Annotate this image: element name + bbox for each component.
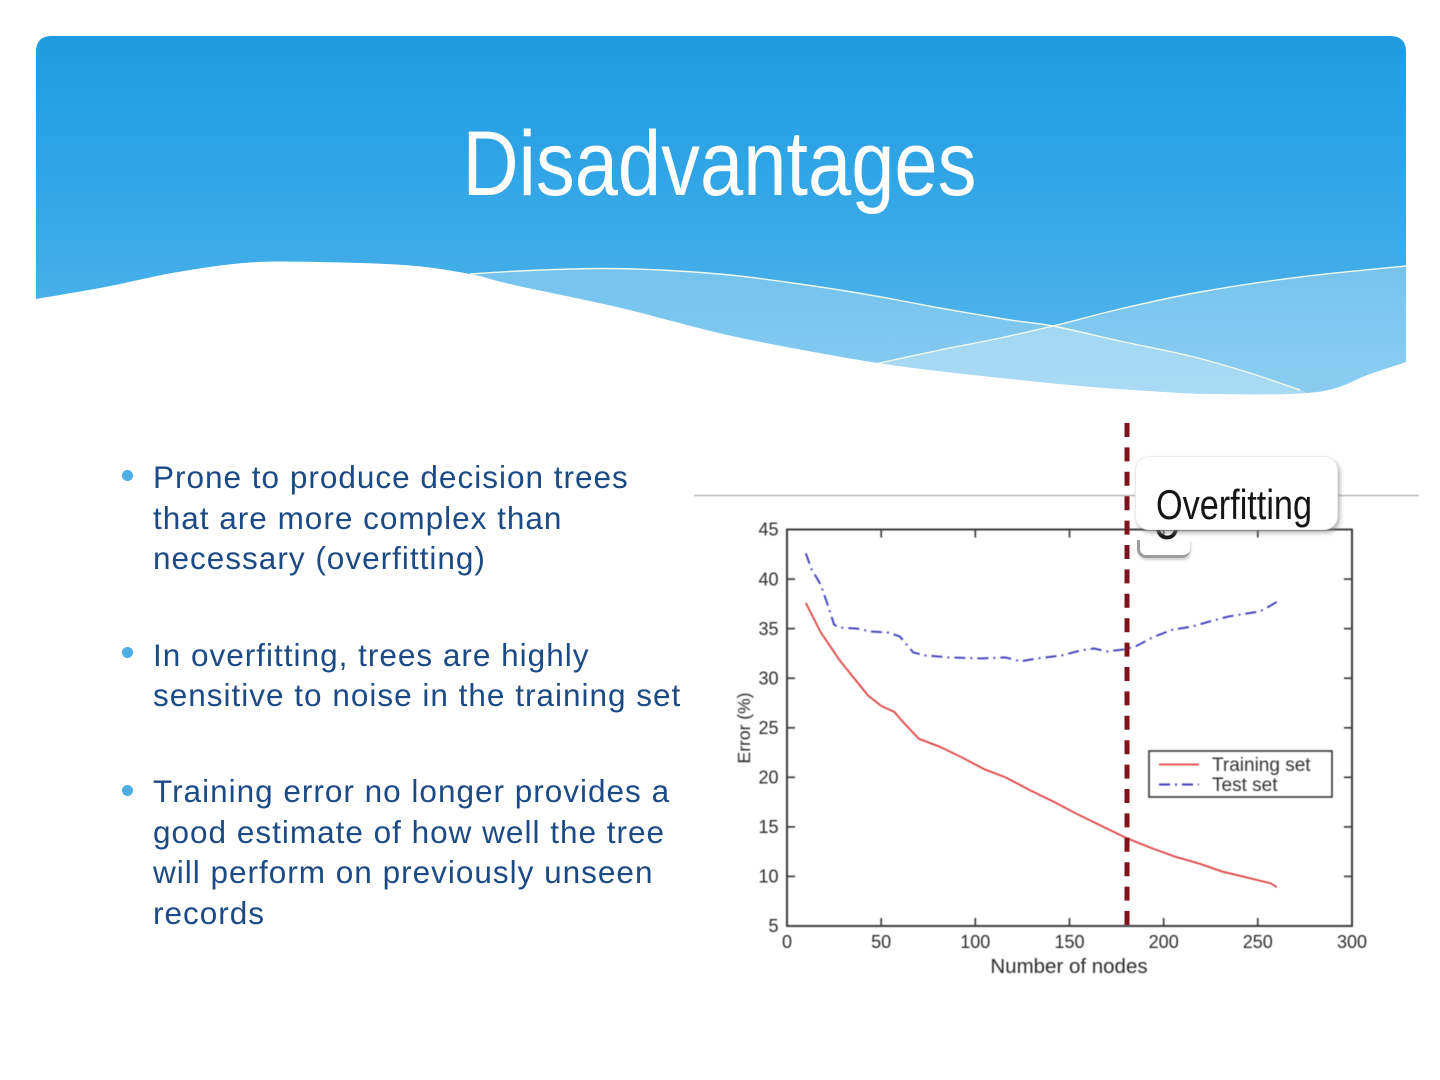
svg-text:250: 250	[1243, 932, 1273, 952]
svg-text:0: 0	[782, 932, 792, 952]
svg-text:Disadvantages: Disadvantages	[463, 113, 977, 215]
svg-text:300: 300	[1337, 932, 1367, 952]
svg-text:30: 30	[758, 668, 778, 688]
svg-text:50: 50	[871, 932, 891, 952]
svg-text:Training set: Training set	[1212, 755, 1311, 776]
svg-text:Number of nodes: Number of nodes	[990, 955, 1147, 978]
svg-text:Test set: Test set	[1212, 775, 1278, 796]
svg-text:150: 150	[1054, 932, 1084, 952]
svg-text:20: 20	[758, 768, 778, 788]
svg-text:40: 40	[758, 569, 778, 589]
svg-text:100: 100	[960, 932, 990, 952]
svg-text:45: 45	[758, 520, 778, 540]
svg-text:10: 10	[758, 867, 778, 887]
svg-text:15: 15	[758, 817, 778, 837]
svg-text:5: 5	[768, 916, 778, 936]
svg-text:200: 200	[1149, 932, 1179, 952]
svg-text:Overfitting: Overfitting	[1156, 481, 1312, 528]
svg-text:25: 25	[758, 718, 778, 738]
svg-text:Error (%): Error (%)	[734, 693, 754, 764]
svg-text:35: 35	[758, 619, 778, 639]
